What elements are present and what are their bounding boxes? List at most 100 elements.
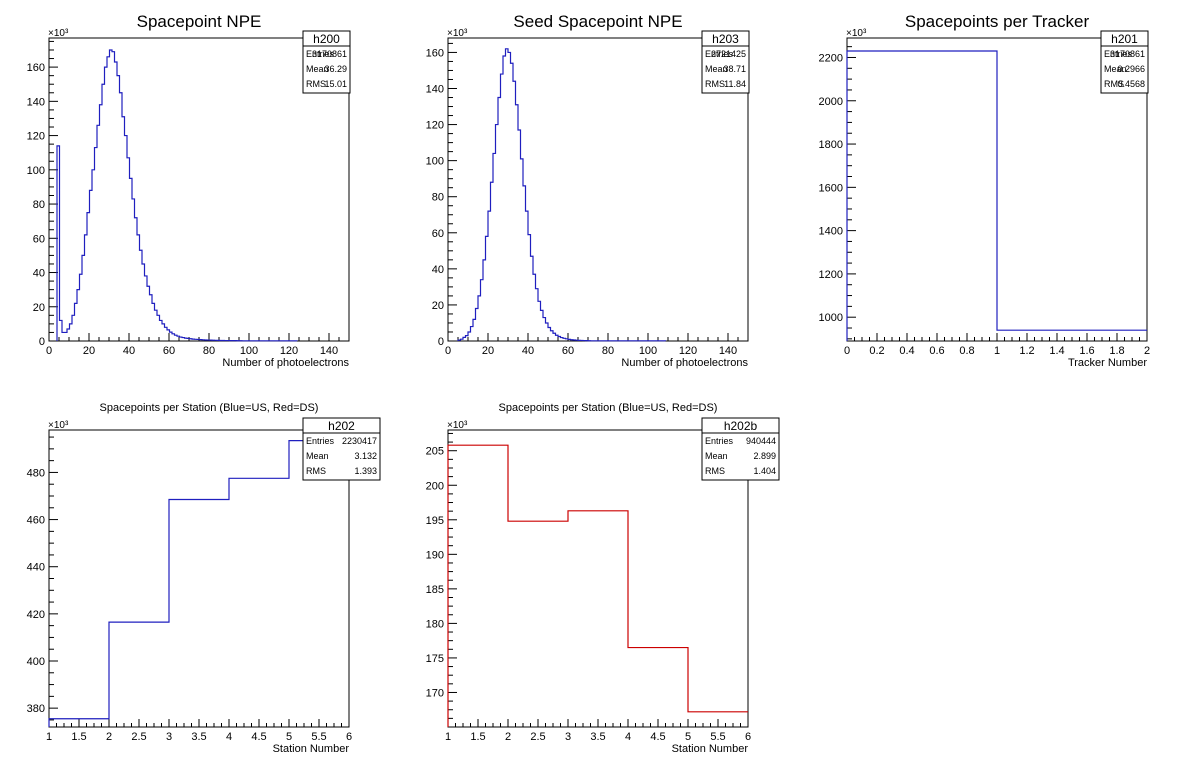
x-tick-label: 5.5 bbox=[710, 731, 725, 743]
x-tick-label: 3 bbox=[166, 731, 172, 743]
y-tick-label: 20 bbox=[432, 300, 444, 312]
stats-label: Mean bbox=[306, 451, 329, 461]
x-tick-label: 1.5 bbox=[71, 731, 86, 743]
x-tick-label: 0.2 bbox=[869, 345, 884, 357]
y-tick-label: 185 bbox=[426, 584, 444, 596]
x-tick-label: 1 bbox=[994, 345, 1000, 357]
x-tick-label: 6 bbox=[745, 731, 751, 743]
stats-value: 940444 bbox=[746, 436, 776, 446]
y-tick-label: 0 bbox=[438, 336, 444, 348]
histogram-line bbox=[846, 50, 1147, 341]
x-tick-label: 1.8 bbox=[1109, 345, 1124, 357]
x-tick-label: 1.6 bbox=[1079, 345, 1094, 357]
x-tick-label: 4 bbox=[226, 731, 232, 743]
x-tick-label: 80 bbox=[203, 345, 215, 357]
x-tick-label: 0.4 bbox=[899, 345, 914, 357]
stats-value: 2.899 bbox=[753, 451, 776, 461]
y-tick-label: 80 bbox=[432, 192, 444, 204]
x-tick-label: 3.5 bbox=[191, 731, 206, 743]
x-tick-label: 1 bbox=[46, 731, 52, 743]
y-tick-label: 140 bbox=[27, 96, 45, 108]
stats-value: 3.132 bbox=[354, 451, 377, 461]
stats-box bbox=[1100, 30, 1149, 94]
x-tick-label: 40 bbox=[123, 345, 135, 357]
x-tick-label: 60 bbox=[562, 345, 574, 357]
y-tick-label: 80 bbox=[33, 199, 45, 211]
chart-title: Spacepoints per Station (Blue=US, Red=DS… bbox=[100, 402, 319, 414]
y-tick-label: 60 bbox=[432, 228, 444, 240]
stats-value: 3170861 bbox=[312, 49, 347, 59]
y-tick-label: 420 bbox=[27, 609, 45, 621]
x-axis-label: Number of photoelectrons bbox=[222, 357, 349, 369]
x-tick-label: 20 bbox=[482, 345, 494, 357]
y-tick-label: 0 bbox=[39, 336, 45, 348]
x-tick-label: 2.5 bbox=[131, 731, 146, 743]
y-exponent-label: ×10³ bbox=[846, 28, 867, 39]
y-exponent-label: ×10³ bbox=[48, 420, 69, 431]
x-tick-label: 2 bbox=[505, 731, 511, 743]
histogram-line bbox=[56, 49, 298, 342]
stats-label: Entries bbox=[306, 436, 335, 446]
y-exponent-label: ×10³ bbox=[447, 28, 468, 39]
y-tick-label: 40 bbox=[432, 264, 444, 276]
y-tick-label: 180 bbox=[426, 618, 444, 630]
stats-label: Entries bbox=[306, 49, 335, 59]
y-tick-label: 100 bbox=[426, 156, 444, 168]
x-tick-label: 120 bbox=[280, 345, 298, 357]
histogram-line bbox=[48, 440, 349, 727]
stats-label: RMS bbox=[705, 466, 725, 476]
y-tick-label: 195 bbox=[426, 515, 444, 527]
stats-value: 2230417 bbox=[342, 436, 377, 446]
y-tick-label: 205 bbox=[426, 446, 444, 458]
y-tick-label: 1000 bbox=[819, 312, 843, 324]
y-tick-label: 440 bbox=[27, 562, 45, 574]
x-tick-label: 0 bbox=[445, 345, 451, 357]
x-tick-label: 20 bbox=[83, 345, 95, 357]
x-tick-label: 5 bbox=[685, 731, 691, 743]
x-tick-label: 0.8 bbox=[959, 345, 974, 357]
stats-value: 15.01 bbox=[324, 79, 347, 89]
x-tick-label: 3.5 bbox=[590, 731, 605, 743]
y-tick-label: 2000 bbox=[819, 96, 843, 108]
y-exponent-label: ×10³ bbox=[48, 28, 69, 39]
x-axis-label: Tracker Number bbox=[1068, 357, 1147, 369]
stats-label: Mean bbox=[306, 64, 329, 74]
stats-value: 36.29 bbox=[324, 64, 347, 74]
stats-box bbox=[701, 417, 780, 481]
x-tick-label: 4.5 bbox=[251, 731, 266, 743]
stats-value: 38.71 bbox=[723, 64, 746, 74]
x-tick-label: 1.2 bbox=[1019, 345, 1034, 357]
stats-value: 0.4568 bbox=[1117, 79, 1145, 89]
y-tick-label: 120 bbox=[426, 120, 444, 132]
x-axis-label: Station Number bbox=[672, 743, 749, 755]
y-tick-label: 1400 bbox=[819, 226, 843, 238]
chart-title: Spacepoints per Tracker bbox=[905, 12, 1090, 31]
stats-value: 11.84 bbox=[724, 79, 746, 89]
x-tick-label: 5.5 bbox=[311, 731, 326, 743]
stats-label: RMS bbox=[705, 79, 725, 89]
x-axis-label: Station Number bbox=[273, 743, 350, 755]
stats-value: 1.393 bbox=[354, 466, 377, 476]
histogram-line bbox=[447, 444, 748, 727]
x-tick-label: 5 bbox=[286, 731, 292, 743]
y-tick-label: 480 bbox=[27, 467, 45, 479]
x-tick-label: 120 bbox=[679, 345, 697, 357]
stats-title: h201 bbox=[1111, 32, 1138, 46]
y-tick-label: 175 bbox=[426, 653, 444, 665]
y-tick-label: 1200 bbox=[819, 269, 843, 281]
chart-title: Spacepoints per Station (Blue=US, Red=DS… bbox=[499, 402, 718, 414]
y-tick-label: 20 bbox=[33, 302, 45, 314]
y-tick-label: 160 bbox=[27, 62, 45, 74]
stats-title: h202b bbox=[724, 419, 758, 433]
x-tick-label: 80 bbox=[602, 345, 614, 357]
chart-title: Seed Spacepoint NPE bbox=[513, 12, 682, 31]
stats-label: Entries bbox=[705, 436, 734, 446]
stats-box bbox=[302, 417, 381, 481]
x-tick-label: 4.5 bbox=[650, 731, 665, 743]
x-tick-label: 1.4 bbox=[1049, 345, 1064, 357]
stats-title: h200 bbox=[313, 32, 340, 46]
x-tick-label: 4 bbox=[625, 731, 631, 743]
y-tick-label: 190 bbox=[426, 549, 444, 561]
stats-title: h202 bbox=[328, 419, 355, 433]
stats-label: RMS bbox=[1104, 79, 1124, 89]
